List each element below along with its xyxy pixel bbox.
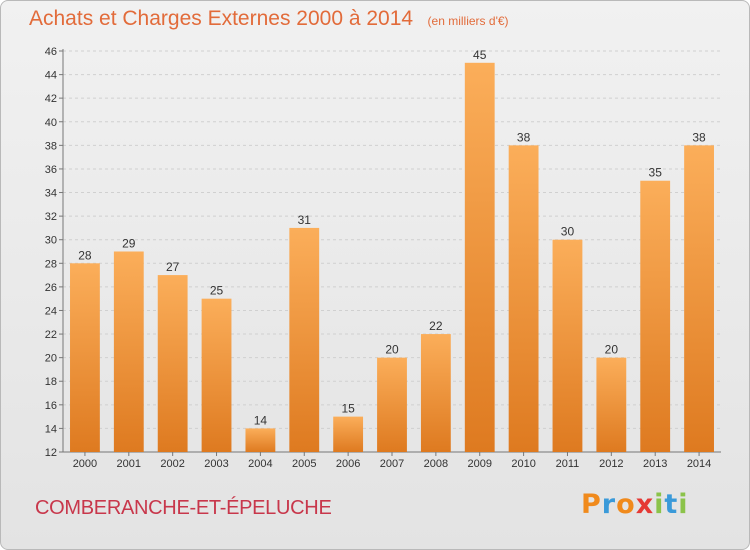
chart-title: Achats et Charges Externes 2000 à 2014: [29, 7, 414, 30]
x-tick-label-2002: 2002: [160, 458, 184, 470]
bar-2003: [201, 298, 232, 452]
x-tick-label-2010: 2010: [511, 458, 535, 470]
brand-letter: P: [581, 489, 602, 520]
x-tick-label-2004: 2004: [248, 458, 272, 470]
x-tick-label-2001: 2001: [117, 458, 141, 470]
y-tick-label: 12: [45, 447, 57, 459]
x-tick-label-2005: 2005: [292, 458, 316, 470]
proxiti-logo: Proxiti: [581, 489, 689, 520]
y-tick-label: 14: [45, 423, 57, 435]
bar-2008: [420, 334, 451, 452]
chart-subtitle: (en milliers d'€): [427, 14, 509, 28]
y-tick-label: 22: [45, 329, 57, 341]
y-tick-label: 26: [45, 282, 57, 294]
bar-2006: [333, 416, 364, 452]
value-label-2006: 15: [341, 402, 355, 416]
value-label-2004: 14: [254, 413, 268, 427]
bar-2007: [377, 357, 407, 452]
y-tick-label: 36: [45, 164, 57, 176]
bar-2011: [552, 239, 583, 452]
commune-name: COMBERANCHE-ET-ÉPELUCHE: [35, 497, 332, 519]
y-tick-label: 28: [45, 258, 57, 270]
bars: [70, 62, 714, 452]
value-label-2007: 20: [385, 343, 399, 357]
bar-2004: [245, 428, 276, 452]
y-tick-label: 42: [45, 93, 57, 105]
value-label-2005: 31: [298, 213, 312, 227]
x-tick-label-2006: 2006: [336, 458, 360, 470]
bar-2010: [508, 145, 539, 452]
y-tick-label: 32: [45, 211, 57, 223]
y-tick-label: 34: [45, 188, 57, 200]
value-label-2000: 28: [78, 248, 92, 262]
bar-2009: [464, 62, 495, 452]
labels: 12 14 16 18 20 22 24 26 28 30 32 34 36 38 40 42 44 46 28 20…: [45, 46, 712, 470]
bar-2013: [640, 180, 671, 452]
y-tick-label: 46: [45, 46, 57, 58]
x-tick-label-2008: 2008: [424, 458, 448, 470]
bar-2000: [70, 263, 100, 452]
x-tick-label-2014: 2014: [687, 458, 711, 470]
x-tick-label-2011: 2011: [556, 458, 580, 470]
y-tick-label: 44: [45, 70, 57, 82]
value-label-2002: 27: [166, 260, 180, 274]
bar-2005: [289, 227, 320, 452]
bar-2014: [684, 145, 714, 452]
x-tick-label-2009: 2009: [467, 458, 491, 470]
brand-letter: r: [601, 489, 617, 520]
brand-letter: i: [654, 489, 665, 520]
x-tick-label-2000: 2000: [73, 458, 97, 470]
x-tick-label-2012: 2012: [599, 458, 623, 470]
brand-letter: x: [635, 489, 655, 520]
value-label-2014: 38: [692, 130, 706, 144]
value-label-2011: 30: [561, 225, 575, 239]
y-tick-label: 38: [45, 140, 57, 152]
y-tick-label: 24: [45, 305, 57, 317]
x-tick-label-2007: 2007: [380, 458, 404, 470]
value-label-2001: 29: [122, 237, 136, 251]
brand-letter: t: [664, 489, 679, 520]
x-tick-label-2003: 2003: [204, 458, 228, 470]
brand-letter: o: [616, 489, 636, 520]
bar-2001: [113, 251, 144, 452]
value-label-2010: 38: [517, 130, 531, 144]
y-tick-label: 40: [45, 117, 57, 129]
value-label-2012: 20: [605, 343, 619, 357]
value-label-2003: 25: [210, 284, 224, 298]
y-tick-label: 30: [45, 235, 57, 247]
y-tick-label: 20: [45, 353, 57, 365]
brand-letter: i: [678, 489, 689, 520]
x-tick-label-2013: 2013: [643, 458, 667, 470]
value-label-2013: 35: [649, 166, 663, 180]
value-label-2009: 45: [473, 48, 487, 62]
y-tick-label: 16: [45, 400, 57, 412]
bar-2012: [596, 357, 627, 452]
value-label-2008: 22: [429, 319, 443, 333]
y-tick-label: 18: [45, 376, 57, 388]
bar-2002: [157, 275, 188, 452]
title-block: Achats et Charges Externes 2000 à 2014 (…: [29, 7, 509, 31]
